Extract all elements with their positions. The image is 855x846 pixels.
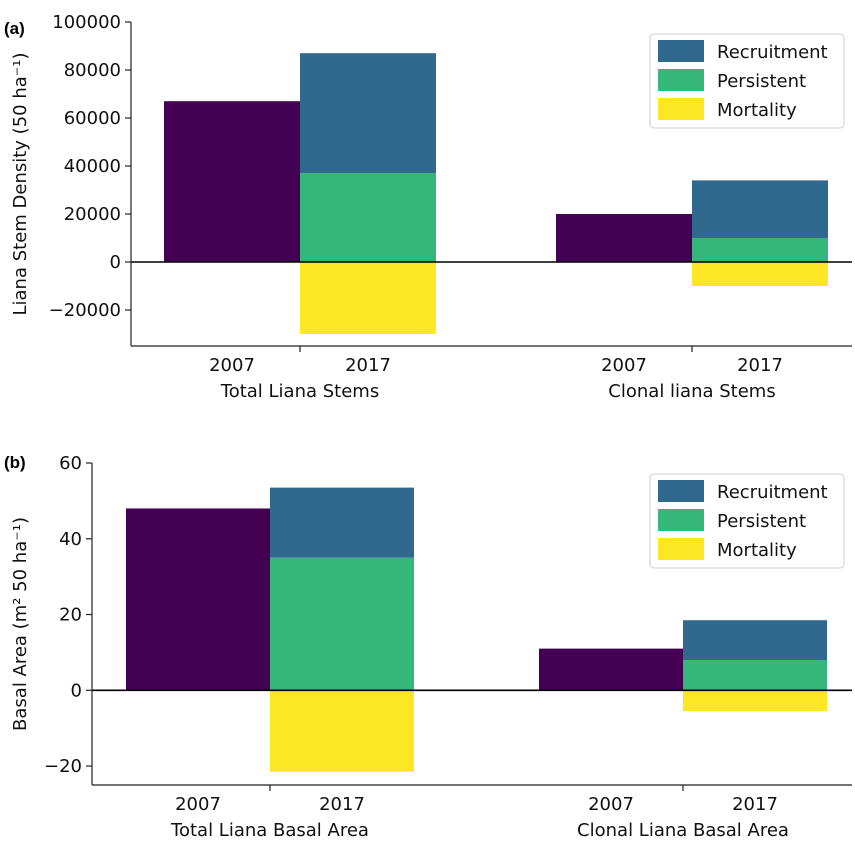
x-year-label: 2007	[601, 355, 647, 376]
y-tick-label: 20	[59, 605, 82, 626]
panel-label: (a)	[4, 19, 25, 38]
legend-label: Recruitment	[717, 42, 828, 63]
x-category-label: Total Liana Basal Area	[170, 820, 369, 841]
y-axis-label: Basal Area (m² 50 ha⁻¹)	[10, 517, 31, 731]
legend-swatch	[658, 69, 704, 91]
legend-swatch	[658, 40, 704, 62]
legend: Recruitment Persistent Mortality	[649, 33, 845, 129]
y-tick-label: 0	[71, 680, 82, 701]
x-year-label: 2017	[319, 794, 365, 815]
bar-group1-2017-mortality	[270, 690, 414, 772]
x-year-label: 2017	[732, 794, 778, 815]
y-tick-label: 20000	[64, 204, 121, 225]
y-tick-label: 80000	[64, 60, 121, 81]
y-axis-label: Liana Stem Density (50 ha⁻¹)	[10, 52, 31, 315]
x-category-label: Clonal liana Stems	[608, 381, 775, 402]
legend-swatch	[658, 98, 704, 120]
legend-label: Persistent	[717, 71, 806, 92]
chart-panel-b: −20 0 20 40 60 2007 2017 2007 2017 Total Liana Ba…	[4, 453, 852, 841]
legend-swatch	[658, 480, 704, 502]
legend-label: Persistent	[717, 511, 806, 532]
legend-label: Recruitment	[717, 482, 828, 503]
bar-group2-2017-recruitment	[683, 620, 827, 660]
x-year-label: 2017	[737, 355, 783, 376]
y-tick-label: −20	[44, 756, 82, 777]
x-year-label: 2007	[209, 355, 255, 376]
legend-label: Mortality	[717, 100, 797, 121]
chart-panel-a: −20000 0 20000 40000 60000 80000 100000 2007 201…	[4, 12, 852, 402]
panel-label: (b)	[4, 453, 26, 472]
legend-swatch	[658, 509, 704, 531]
bar-group1-2007	[164, 101, 300, 262]
legend-swatch	[658, 538, 704, 560]
bar-group2-2007	[539, 648, 683, 691]
bar-group2-2017-recruitment	[692, 180, 828, 238]
bar-group1-2017-recruitment	[300, 53, 436, 174]
bar-group1-2017-persistent	[270, 557, 414, 691]
y-tick-label: 0	[110, 252, 121, 273]
bar-group2-2007	[556, 214, 692, 262]
y-tick-label: 100000	[52, 12, 121, 33]
bar-group2-2017-mortality	[692, 262, 828, 286]
bar-group1-2017-recruitment	[270, 487, 414, 558]
y-tick-label: −20000	[49, 300, 121, 321]
x-year-label: 2017	[345, 355, 391, 376]
y-tick-label: 40	[59, 529, 82, 550]
y-tick-label: 60	[59, 453, 82, 474]
bar-group2-2017-persistent	[683, 659, 827, 691]
bar-group2-2017-mortality	[683, 690, 827, 712]
legend-label: Mortality	[717, 540, 797, 561]
bar-group1-2017-mortality	[300, 262, 436, 334]
y-tick-label: 60000	[64, 108, 121, 129]
x-year-label: 2007	[588, 794, 634, 815]
bar-group1-2007	[126, 508, 270, 691]
legend: Recruitment Persistent Mortality	[649, 473, 845, 569]
x-year-label: 2007	[175, 794, 221, 815]
y-tick-label: 40000	[64, 156, 121, 177]
bar-group1-2017-persistent	[300, 173, 436, 262]
bar-group2-2017-persistent	[692, 238, 828, 262]
x-category-label: Total Liana Stems	[220, 381, 379, 402]
x-category-label: Clonal Liana Basal Area	[577, 820, 789, 841]
